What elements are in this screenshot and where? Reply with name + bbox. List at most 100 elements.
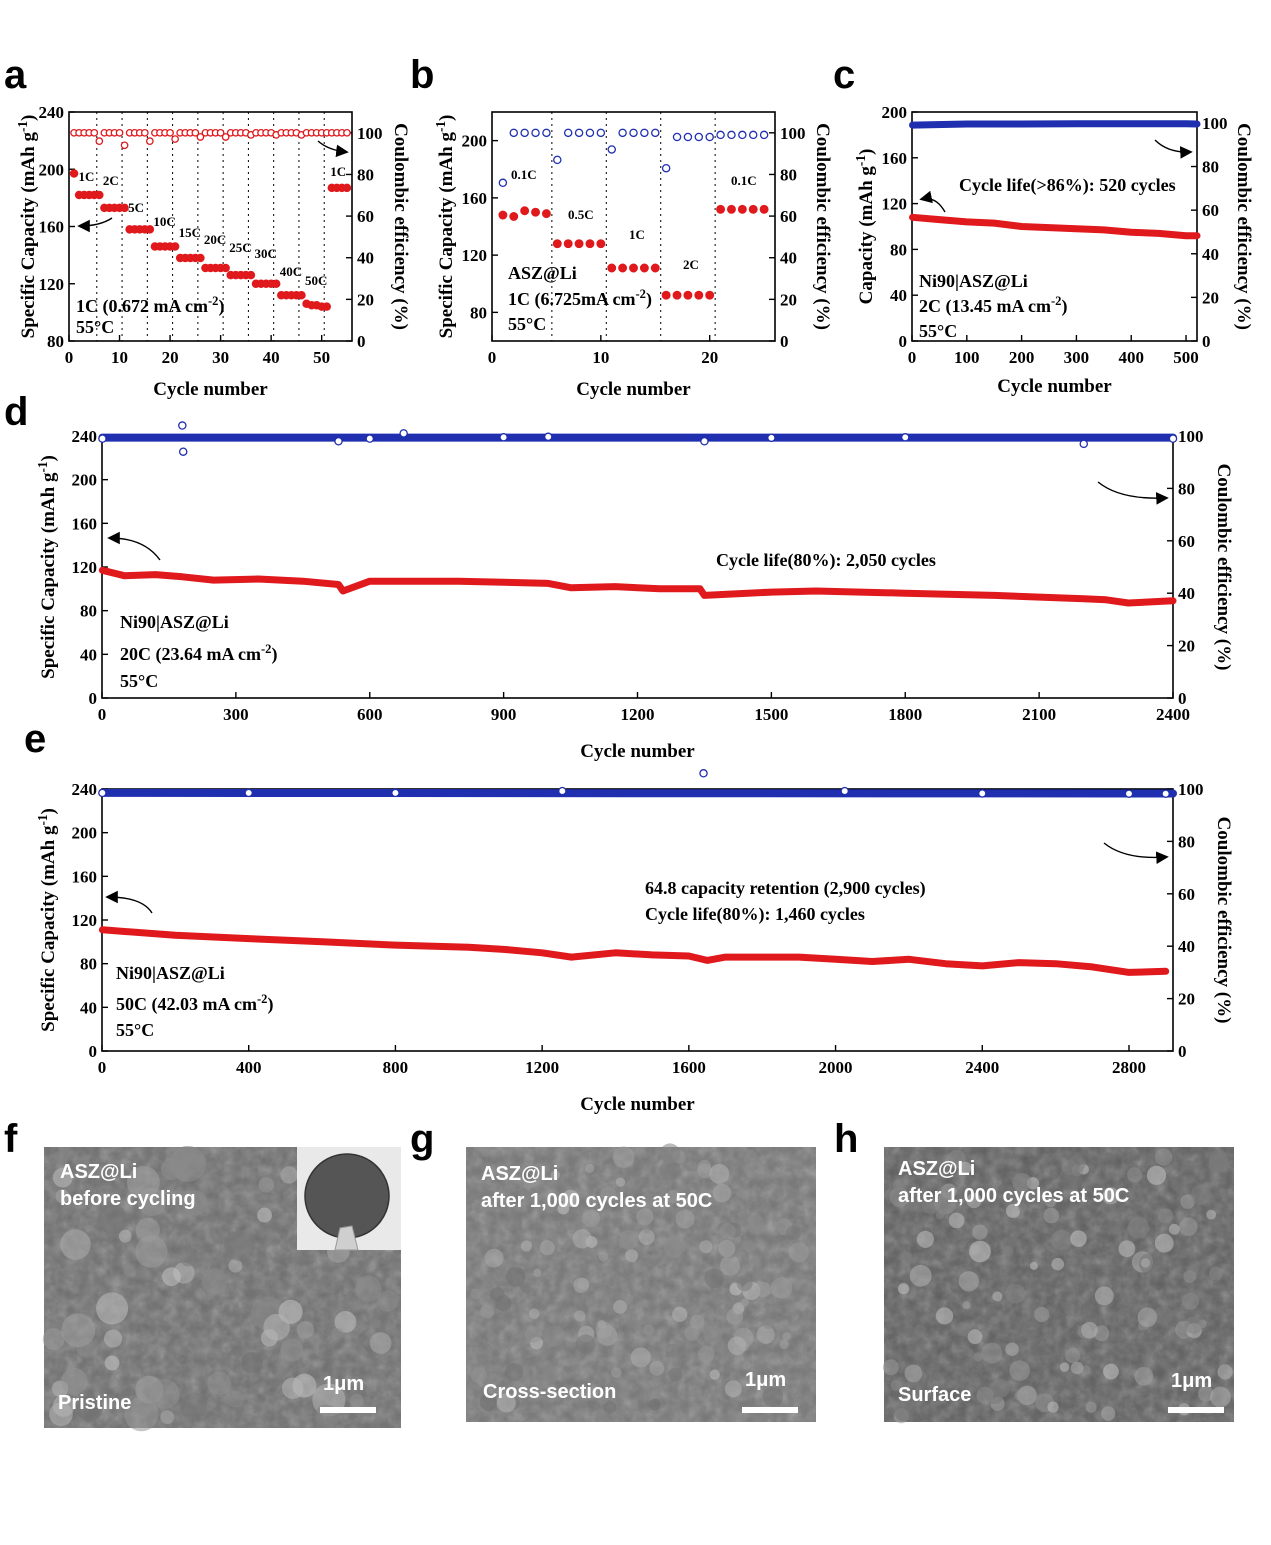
capacity-point (297, 290, 306, 300)
capacity-point (563, 239, 573, 249)
ce-point (140, 128, 149, 137)
y2-tick-label: 0 (780, 332, 789, 351)
sem-grain (505, 1267, 526, 1287)
x-tick-label: 900 (491, 705, 517, 724)
capacity-point (585, 239, 595, 249)
y-tick-label: 80 (80, 602, 97, 621)
sem-grain (939, 1186, 955, 1201)
y-tick-label: 240 (39, 103, 65, 122)
capacity-point (661, 290, 671, 300)
sem-grain (935, 1210, 945, 1220)
sem-grain (135, 1235, 168, 1268)
ce-point (520, 128, 529, 138)
sem-grain (1059, 1362, 1070, 1372)
sem-grain (981, 1342, 1003, 1364)
sem-grain (522, 1179, 533, 1190)
sem-grain (611, 1367, 622, 1378)
ce-point (98, 434, 107, 443)
sem-grain (595, 1321, 613, 1339)
ce-point (221, 133, 230, 141)
x-tick-label: 20 (162, 348, 179, 367)
sem-grain (1101, 1406, 1116, 1421)
ce-point (694, 132, 704, 142)
sem-grain (55, 1189, 70, 1204)
sem-grain (985, 1303, 997, 1315)
x-tick-label: 20 (701, 348, 718, 367)
capacity-point (574, 239, 584, 249)
sem-grain (659, 1143, 681, 1164)
capacity-point (705, 290, 715, 300)
sem-grain (1034, 1306, 1050, 1323)
sem-view-label: Surface (898, 1384, 971, 1406)
sem-grain (1005, 1203, 1021, 1219)
sem-grain (60, 1229, 91, 1260)
ce-point (672, 132, 682, 142)
sem-grain (666, 1189, 680, 1204)
arrow-to-left-axis (107, 531, 161, 561)
ce-point (95, 137, 104, 145)
ce-point (531, 128, 540, 138)
sem-grain (740, 1298, 750, 1307)
sem-grain (334, 1311, 357, 1333)
y-tick-label: 160 (72, 514, 98, 533)
y2-tick-label: 80 (1178, 479, 1195, 498)
y-tick-label: 120 (882, 195, 908, 214)
sem-grain (123, 1264, 136, 1278)
plot-frame (491, 111, 776, 342)
sem-grain (659, 1158, 681, 1181)
y-tick-label: 80 (80, 955, 97, 974)
sem-grain (495, 1295, 512, 1312)
sem-grain (890, 1379, 902, 1391)
sem-grain (612, 1146, 635, 1168)
y2-tick-label: 40 (357, 249, 374, 268)
sem-grain (97, 1204, 128, 1235)
sem-grain (726, 1307, 744, 1325)
x-axis-title: Cycle number (580, 741, 695, 762)
y-tick-label: 200 (882, 103, 908, 122)
capacity-point (552, 239, 562, 249)
sem-grain (582, 1209, 600, 1227)
y-tick-label: 160 (39, 218, 65, 237)
capacity-point (120, 203, 129, 213)
sem-grain (1126, 1167, 1143, 1183)
rate-label: 10C (153, 214, 175, 229)
sem-grain (543, 1325, 565, 1347)
y2-tick-label: 20 (1178, 990, 1195, 1009)
y2-tick-label: 20 (780, 290, 797, 309)
sem-grain (539, 1240, 555, 1256)
ce-point (1079, 439, 1089, 449)
y-tick-label: 80 (47, 332, 64, 351)
ce-point (585, 128, 595, 138)
scale-bar-label: 1μm (323, 1373, 364, 1395)
x-axis-title: Cycle number (997, 376, 1112, 397)
sem-grain (597, 1393, 609, 1405)
y-tick-label: 40 (80, 645, 97, 664)
capacity-series (909, 213, 1201, 240)
sem-grain (60, 1368, 88, 1395)
sample-label: ASZ@Li (508, 263, 577, 283)
sem-grain (282, 1377, 304, 1400)
sem-grain (756, 1325, 775, 1344)
y-tick-label: 0 (899, 332, 908, 351)
ce-point (216, 128, 225, 137)
ce-point (191, 128, 200, 137)
ce-point (607, 145, 616, 154)
ce-point (727, 130, 736, 140)
y2-tick-label: 100 (1178, 780, 1204, 799)
panel-e: e0 400 800 1200 1600 2000 2400 2800040801201602… (24, 717, 1234, 1115)
sem-grain (1191, 1184, 1212, 1205)
capacity-point (737, 204, 747, 214)
sem-grain (1102, 1187, 1120, 1205)
sem-grain (1184, 1316, 1203, 1334)
sem-grain (550, 1170, 561, 1180)
x-tick-label: 600 (357, 705, 383, 724)
y2-tick-label: 80 (1202, 158, 1219, 177)
x-tick-label: 1500 (754, 705, 788, 724)
plot-frame (101, 788, 1174, 1052)
rate-label: 40C (280, 264, 302, 279)
sem-grain (149, 1378, 180, 1410)
y2-tick-label: 80 (780, 165, 797, 184)
y2-tick-label: 60 (357, 207, 374, 226)
sem-grain (913, 1324, 926, 1337)
panel-letter-a: a (4, 53, 27, 97)
